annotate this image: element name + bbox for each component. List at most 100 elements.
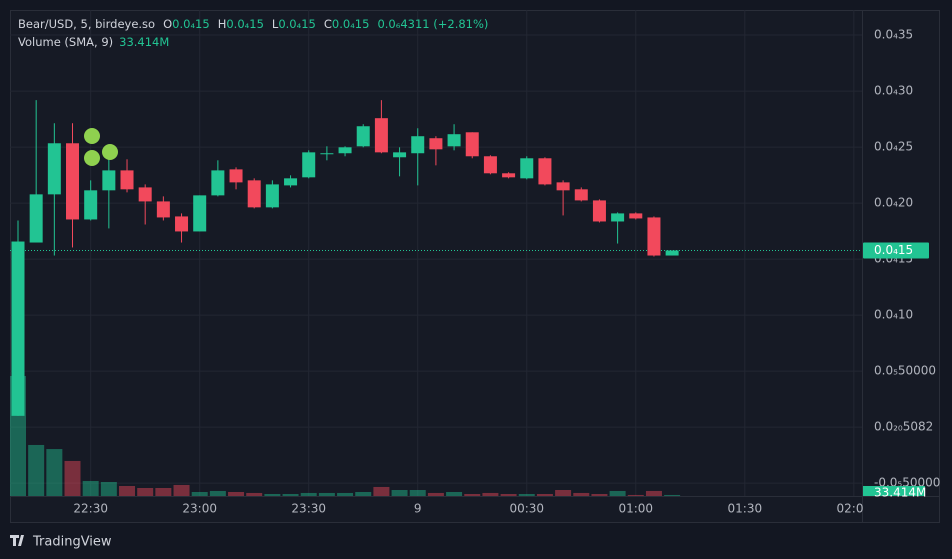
ohlc-key: L <box>272 17 279 31</box>
volume-bar <box>446 492 463 496</box>
candle-body <box>520 158 534 179</box>
volume-bar <box>191 492 208 496</box>
marker[interactable] <box>84 150 100 166</box>
candle-body <box>647 217 661 256</box>
brand: TradingView <box>10 535 112 550</box>
candle-body <box>556 182 570 191</box>
ohlc-value: 0.0₄15 <box>226 17 264 31</box>
candle-body <box>193 195 207 232</box>
volume-bar <box>627 494 644 496</box>
grid <box>10 10 862 496</box>
candle-body <box>11 241 25 416</box>
volume-legend: Volume (SMA, 9) 33.414M <box>18 35 169 49</box>
brand-logo <box>10 535 24 546</box>
x-tick-label: 00:30 <box>509 502 544 516</box>
candle-body <box>447 134 461 147</box>
ohlc-value: 0.0₄15 <box>332 17 370 31</box>
candle-body <box>302 152 316 178</box>
candle-body <box>338 147 352 154</box>
chart-panel <box>10 10 940 523</box>
candle-body <box>393 152 407 158</box>
candle-body <box>175 216 189 232</box>
markers[interactable] <box>84 128 118 166</box>
change: 0.0₆4311 (+2.81%) <box>377 17 488 31</box>
volume-bar <box>518 494 535 496</box>
volume-axis-label: 33.414M <box>874 486 926 500</box>
ohlc-value: 0.0₄15 <box>172 17 210 31</box>
candle-body <box>211 170 225 196</box>
y-tick-label: 0.0₄30 <box>874 84 913 98</box>
candle-body <box>102 170 116 191</box>
volume-bar <box>82 480 99 496</box>
y-tick-label: 0.0₄25 <box>874 140 913 154</box>
last-price-label: 0.0₄15 <box>874 243 913 257</box>
volume-bar <box>46 449 63 496</box>
volume-bar <box>300 492 317 496</box>
volume-bar <box>536 494 553 496</box>
symbol-title: Bear/USD, 5, birdeye.so <box>18 17 155 31</box>
candle-body <box>611 213 625 222</box>
volume-bar <box>282 494 299 496</box>
candles <box>11 100 679 416</box>
candle-body <box>247 180 261 208</box>
volume-bar <box>555 490 572 496</box>
volume-bar <box>318 492 335 496</box>
marker[interactable] <box>102 144 118 160</box>
candle-body <box>320 153 334 155</box>
last-price-box <box>863 242 929 259</box>
volume-bar <box>28 444 45 496</box>
volume-bar <box>64 460 81 496</box>
ohlc-value: 0.0₄15 <box>278 17 316 31</box>
volume-bar <box>355 492 372 496</box>
candle-body <box>356 126 370 147</box>
volume-bar <box>373 486 390 496</box>
y-tick-label: 0.0₄35 <box>874 28 913 42</box>
candle-body <box>374 118 388 153</box>
volume-bar <box>609 490 626 496</box>
y-tick-label: 0.0₅50000 <box>874 364 936 378</box>
volume-label: Volume (SMA, 9) <box>18 35 113 49</box>
candle-body <box>538 158 552 185</box>
volume-bar <box>155 488 172 496</box>
x-tick-label: 22:30 <box>73 502 108 516</box>
candle-body <box>465 132 479 157</box>
volume-bar <box>264 494 281 496</box>
volume-bar <box>246 492 263 496</box>
ohlc-key: O <box>163 17 172 31</box>
volume-bar <box>664 494 681 496</box>
y-tick-label: 0.0₂₀5082 <box>874 420 933 434</box>
volume-bar <box>337 492 354 496</box>
volume-bar <box>100 482 117 496</box>
volume-bar <box>427 492 444 496</box>
volume-bar <box>137 488 154 496</box>
candle-body <box>29 194 43 243</box>
x-tick-label: 23:30 <box>291 502 326 516</box>
candle-body <box>156 201 170 218</box>
candle-body <box>265 184 279 208</box>
marker[interactable] <box>84 128 100 144</box>
volume-bar <box>173 484 190 496</box>
candle-body <box>411 136 425 154</box>
candle-body <box>483 156 497 174</box>
volume-bar <box>119 486 136 496</box>
volume-box-mask <box>863 497 939 509</box>
candle-body <box>120 170 134 190</box>
volume-bar <box>464 494 481 496</box>
volume-bar <box>391 490 408 496</box>
x-tick-label: 01:30 <box>728 502 763 516</box>
volume-bar <box>228 492 245 496</box>
x-tick-label: 23:00 <box>182 502 217 516</box>
volume-bar <box>591 494 608 496</box>
volume-bar <box>482 492 499 496</box>
volume-box <box>863 486 925 496</box>
price-axis: 0.0₄35 0.0₄30 0.0₄25 0.0₄20 0.0₄15 0.0₄10 0.0₅… <box>73 28 940 522</box>
y-tick-label: 0.0₄20 <box>874 196 913 210</box>
candle-body <box>229 169 243 183</box>
x-tick-label: 9 <box>414 502 422 516</box>
candle-body <box>47 143 61 195</box>
brand-name: TradingView <box>32 535 112 550</box>
candle-body <box>502 173 516 178</box>
volume-bar <box>500 494 517 496</box>
candle-body <box>592 200 606 222</box>
